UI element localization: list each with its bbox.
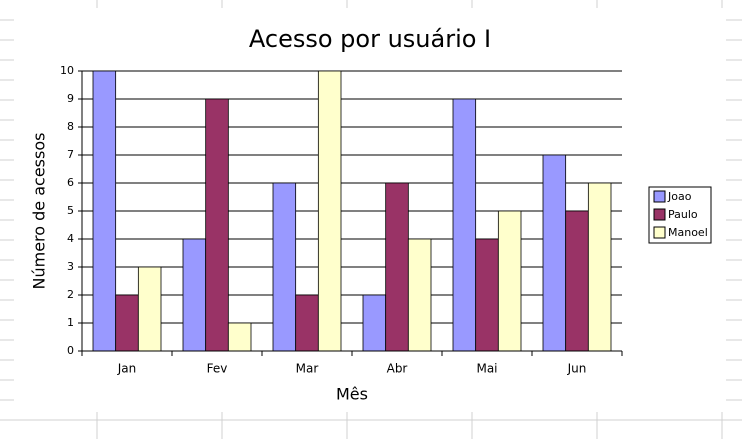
x-tick-label: Jun [567, 362, 587, 376]
y-tick-label: 8 [67, 120, 74, 133]
bar [407, 238, 432, 352]
bar [295, 294, 319, 352]
y-tick-label: 7 [67, 148, 74, 161]
legend-label: Joao [667, 190, 692, 203]
y-tick-label: 6 [67, 176, 74, 189]
y-tick-label: 0 [67, 344, 74, 357]
bar [565, 210, 589, 352]
x-tick-label: Abr [387, 362, 408, 376]
bar [115, 294, 139, 352]
bar [317, 70, 342, 352]
y-tick-label: 10 [60, 64, 74, 77]
x-tick-label: Fev [207, 362, 228, 376]
y-tick-label: 2 [67, 288, 74, 301]
legend-swatch [653, 208, 666, 221]
x-axis-label: Mês [336, 385, 368, 404]
bar [205, 98, 229, 352]
bar [542, 154, 567, 352]
y-tick-label: 1 [67, 316, 74, 329]
bar [475, 238, 499, 352]
bar [272, 182, 297, 352]
bar [385, 182, 409, 352]
chart-title: Acesso por usuário I [249, 25, 491, 53]
bar [497, 210, 522, 352]
y-tick-label: 3 [67, 260, 74, 273]
bar [452, 98, 477, 352]
bar [227, 322, 252, 352]
bar [137, 266, 162, 352]
x-tick-label: Jan [117, 362, 137, 376]
y-tick-label: 4 [67, 232, 74, 245]
bar [92, 70, 117, 352]
bar [362, 294, 387, 352]
legend-label: Manoel [668, 226, 708, 239]
legend-label: Paulo [668, 208, 698, 221]
bar [587, 182, 612, 352]
legend-swatch [653, 190, 666, 203]
y-tick-label: 5 [67, 204, 74, 217]
x-tick-label: Mar [296, 362, 319, 376]
bar [182, 238, 207, 352]
legend-swatch [653, 226, 666, 239]
y-tick-label: 9 [67, 92, 74, 105]
x-tick-label: Mai [476, 362, 497, 376]
y-axis-label: Número de acessos [30, 133, 49, 290]
